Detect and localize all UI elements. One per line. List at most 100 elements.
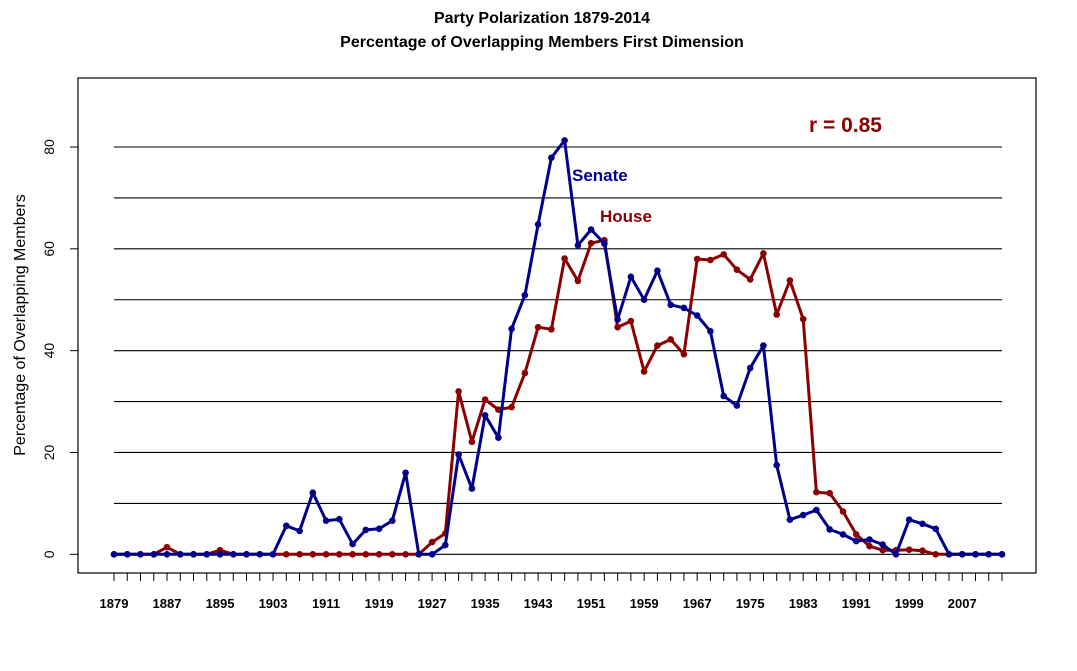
x-tick-label: 1879 [100, 596, 129, 611]
house-point [336, 551, 343, 558]
house-point [296, 551, 303, 558]
y-axis: 0 20 40 60 80 [41, 139, 78, 558]
senate-point [468, 485, 476, 492]
correlation-annotation: r = 0.85 [809, 114, 882, 137]
house-point [786, 277, 794, 284]
senate-point [150, 551, 158, 558]
senate-point [481, 412, 489, 419]
senate-point [177, 551, 184, 558]
senate-point [389, 517, 396, 524]
senate-point [919, 520, 926, 528]
y-axis-title: Percentage of Overlapping Members [12, 194, 29, 455]
senate-point [203, 551, 211, 558]
house-point [773, 311, 780, 318]
senate-point [137, 551, 144, 558]
senate-point [190, 551, 197, 558]
house-series [110, 236, 1006, 558]
senate-point [124, 551, 131, 558]
senate-point [905, 516, 913, 523]
gridlines [114, 146, 1002, 555]
senate-point [733, 402, 741, 409]
house-point [746, 276, 754, 283]
house-point [932, 551, 939, 558]
senate-point [879, 541, 886, 548]
senate-point [349, 540, 356, 548]
senate-point [627, 273, 635, 281]
senate-point [256, 551, 264, 558]
x-tick-label: 1983 [789, 596, 818, 611]
house-point [640, 368, 648, 375]
chart-subtitle: Percentage of Overlapping Members First … [340, 34, 744, 51]
senate-point [309, 489, 317, 497]
house-point [826, 489, 833, 497]
house-point [495, 406, 502, 414]
house-point [283, 551, 290, 558]
senate-point [614, 316, 621, 323]
house-point [508, 403, 515, 411]
y-tick-label: 60 [41, 241, 57, 257]
chart-title: Party Polarization 1879-2014 [434, 10, 650, 27]
senate-point [707, 328, 714, 335]
house-point [521, 369, 529, 377]
house-point [654, 342, 661, 349]
senate-point [972, 551, 979, 558]
house-point [866, 542, 873, 550]
senate-point [998, 551, 1006, 558]
senate-series-label: Senate [572, 166, 628, 185]
x-tick-label: 1999 [895, 596, 924, 611]
senate-point [243, 551, 250, 558]
senate-point [402, 469, 409, 477]
senate-point [601, 240, 608, 247]
house-point [163, 543, 171, 551]
senate-point [534, 221, 542, 228]
senate-point [428, 551, 436, 558]
y-tick-label: 40 [41, 343, 57, 359]
senate-point [693, 312, 701, 319]
senate-point [720, 392, 727, 400]
house-point [760, 250, 767, 257]
house-point [561, 255, 568, 262]
house-point [667, 336, 674, 343]
senate-point [654, 267, 661, 275]
x-tick-label: 1903 [259, 596, 288, 611]
x-tick-label: 1951 [577, 596, 606, 611]
senate-point [269, 551, 277, 558]
house-point [322, 551, 330, 558]
house-point [680, 350, 688, 358]
house-point [852, 531, 860, 538]
senate-point [455, 451, 462, 458]
house-point [349, 551, 356, 558]
y-tick-label: 20 [41, 444, 57, 460]
senate-point [587, 226, 595, 233]
house-point [919, 547, 926, 554]
x-tick-label: 1935 [471, 596, 500, 611]
house-point [813, 488, 820, 496]
house-point [614, 323, 621, 331]
senate-point [110, 551, 118, 558]
senate-point [932, 525, 939, 533]
house-point [879, 546, 886, 554]
x-tick-label: 1911 [312, 596, 340, 611]
x-tick-label: 1919 [365, 596, 394, 611]
house-point [574, 277, 582, 285]
house-point [481, 396, 489, 403]
senate-point [667, 301, 674, 309]
plot-frame [77, 77, 1037, 574]
senate-point [945, 551, 953, 558]
senate-series [110, 137, 1006, 558]
house-point [548, 326, 555, 333]
x-axis: 1879 1887 1895 1903 1911 1919 1927 1935 1943 1951… [100, 573, 1003, 611]
senate-point [548, 154, 555, 161]
senate-point [230, 551, 237, 558]
y-tick-label: 0 [41, 550, 57, 558]
x-tick-label: 2007 [948, 596, 977, 611]
senate-point [336, 515, 343, 523]
senate-point [362, 526, 370, 534]
house-point [362, 551, 370, 558]
x-tick-label: 1943 [524, 596, 553, 611]
y-tick-label: 80 [41, 139, 57, 155]
x-tick-label: 1895 [206, 596, 235, 611]
x-tick-label: 1887 [153, 596, 182, 611]
senate-point [773, 461, 780, 469]
